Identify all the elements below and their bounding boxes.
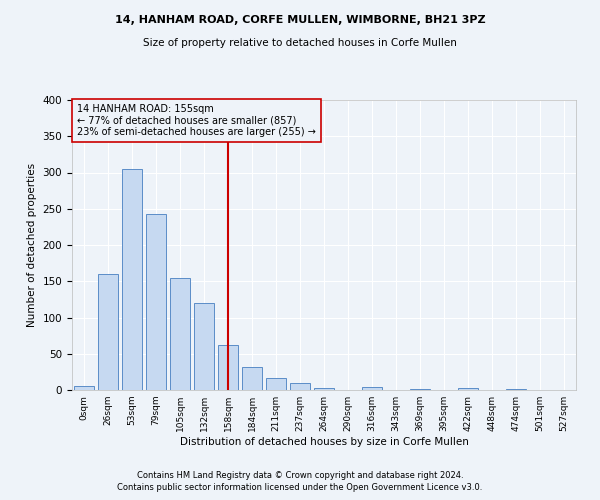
Bar — [146, 214, 166, 390]
Bar — [242, 367, 262, 390]
Text: Contains HM Land Registry data © Crown copyright and database right 2024.: Contains HM Land Registry data © Crown c… — [137, 471, 463, 480]
Bar — [290, 384, 310, 390]
Bar — [218, 345, 238, 390]
Bar — [170, 278, 190, 390]
Bar — [410, 388, 430, 390]
Bar — [266, 378, 286, 390]
X-axis label: Distribution of detached houses by size in Corfe Mullen: Distribution of detached houses by size … — [179, 437, 469, 447]
Bar — [98, 274, 118, 390]
Text: Contains public sector information licensed under the Open Government Licence v3: Contains public sector information licen… — [118, 484, 482, 492]
Bar — [122, 169, 142, 390]
Y-axis label: Number of detached properties: Number of detached properties — [27, 163, 37, 327]
Bar — [74, 386, 94, 390]
Bar — [314, 388, 334, 390]
Text: 14 HANHAM ROAD: 155sqm
← 77% of detached houses are smaller (857)
23% of semi-de: 14 HANHAM ROAD: 155sqm ← 77% of detached… — [77, 104, 316, 137]
Bar — [506, 388, 526, 390]
Bar — [362, 387, 382, 390]
Bar — [194, 303, 214, 390]
Bar — [458, 388, 478, 390]
Text: 14, HANHAM ROAD, CORFE MULLEN, WIMBORNE, BH21 3PZ: 14, HANHAM ROAD, CORFE MULLEN, WIMBORNE,… — [115, 15, 485, 25]
Text: Size of property relative to detached houses in Corfe Mullen: Size of property relative to detached ho… — [143, 38, 457, 48]
